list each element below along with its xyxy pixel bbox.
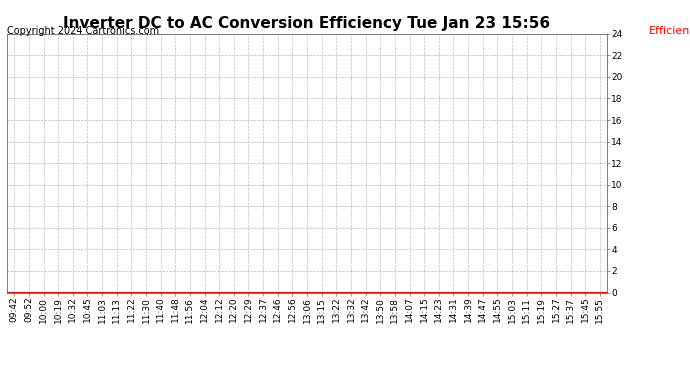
Y-axis label: Efficiency(%): Efficiency(%) bbox=[649, 26, 690, 36]
Title: Inverter DC to AC Conversion Efficiency Tue Jan 23 15:56: Inverter DC to AC Conversion Efficiency … bbox=[63, 16, 551, 31]
Text: Copyright 2024 Cartronics.com: Copyright 2024 Cartronics.com bbox=[7, 26, 159, 36]
